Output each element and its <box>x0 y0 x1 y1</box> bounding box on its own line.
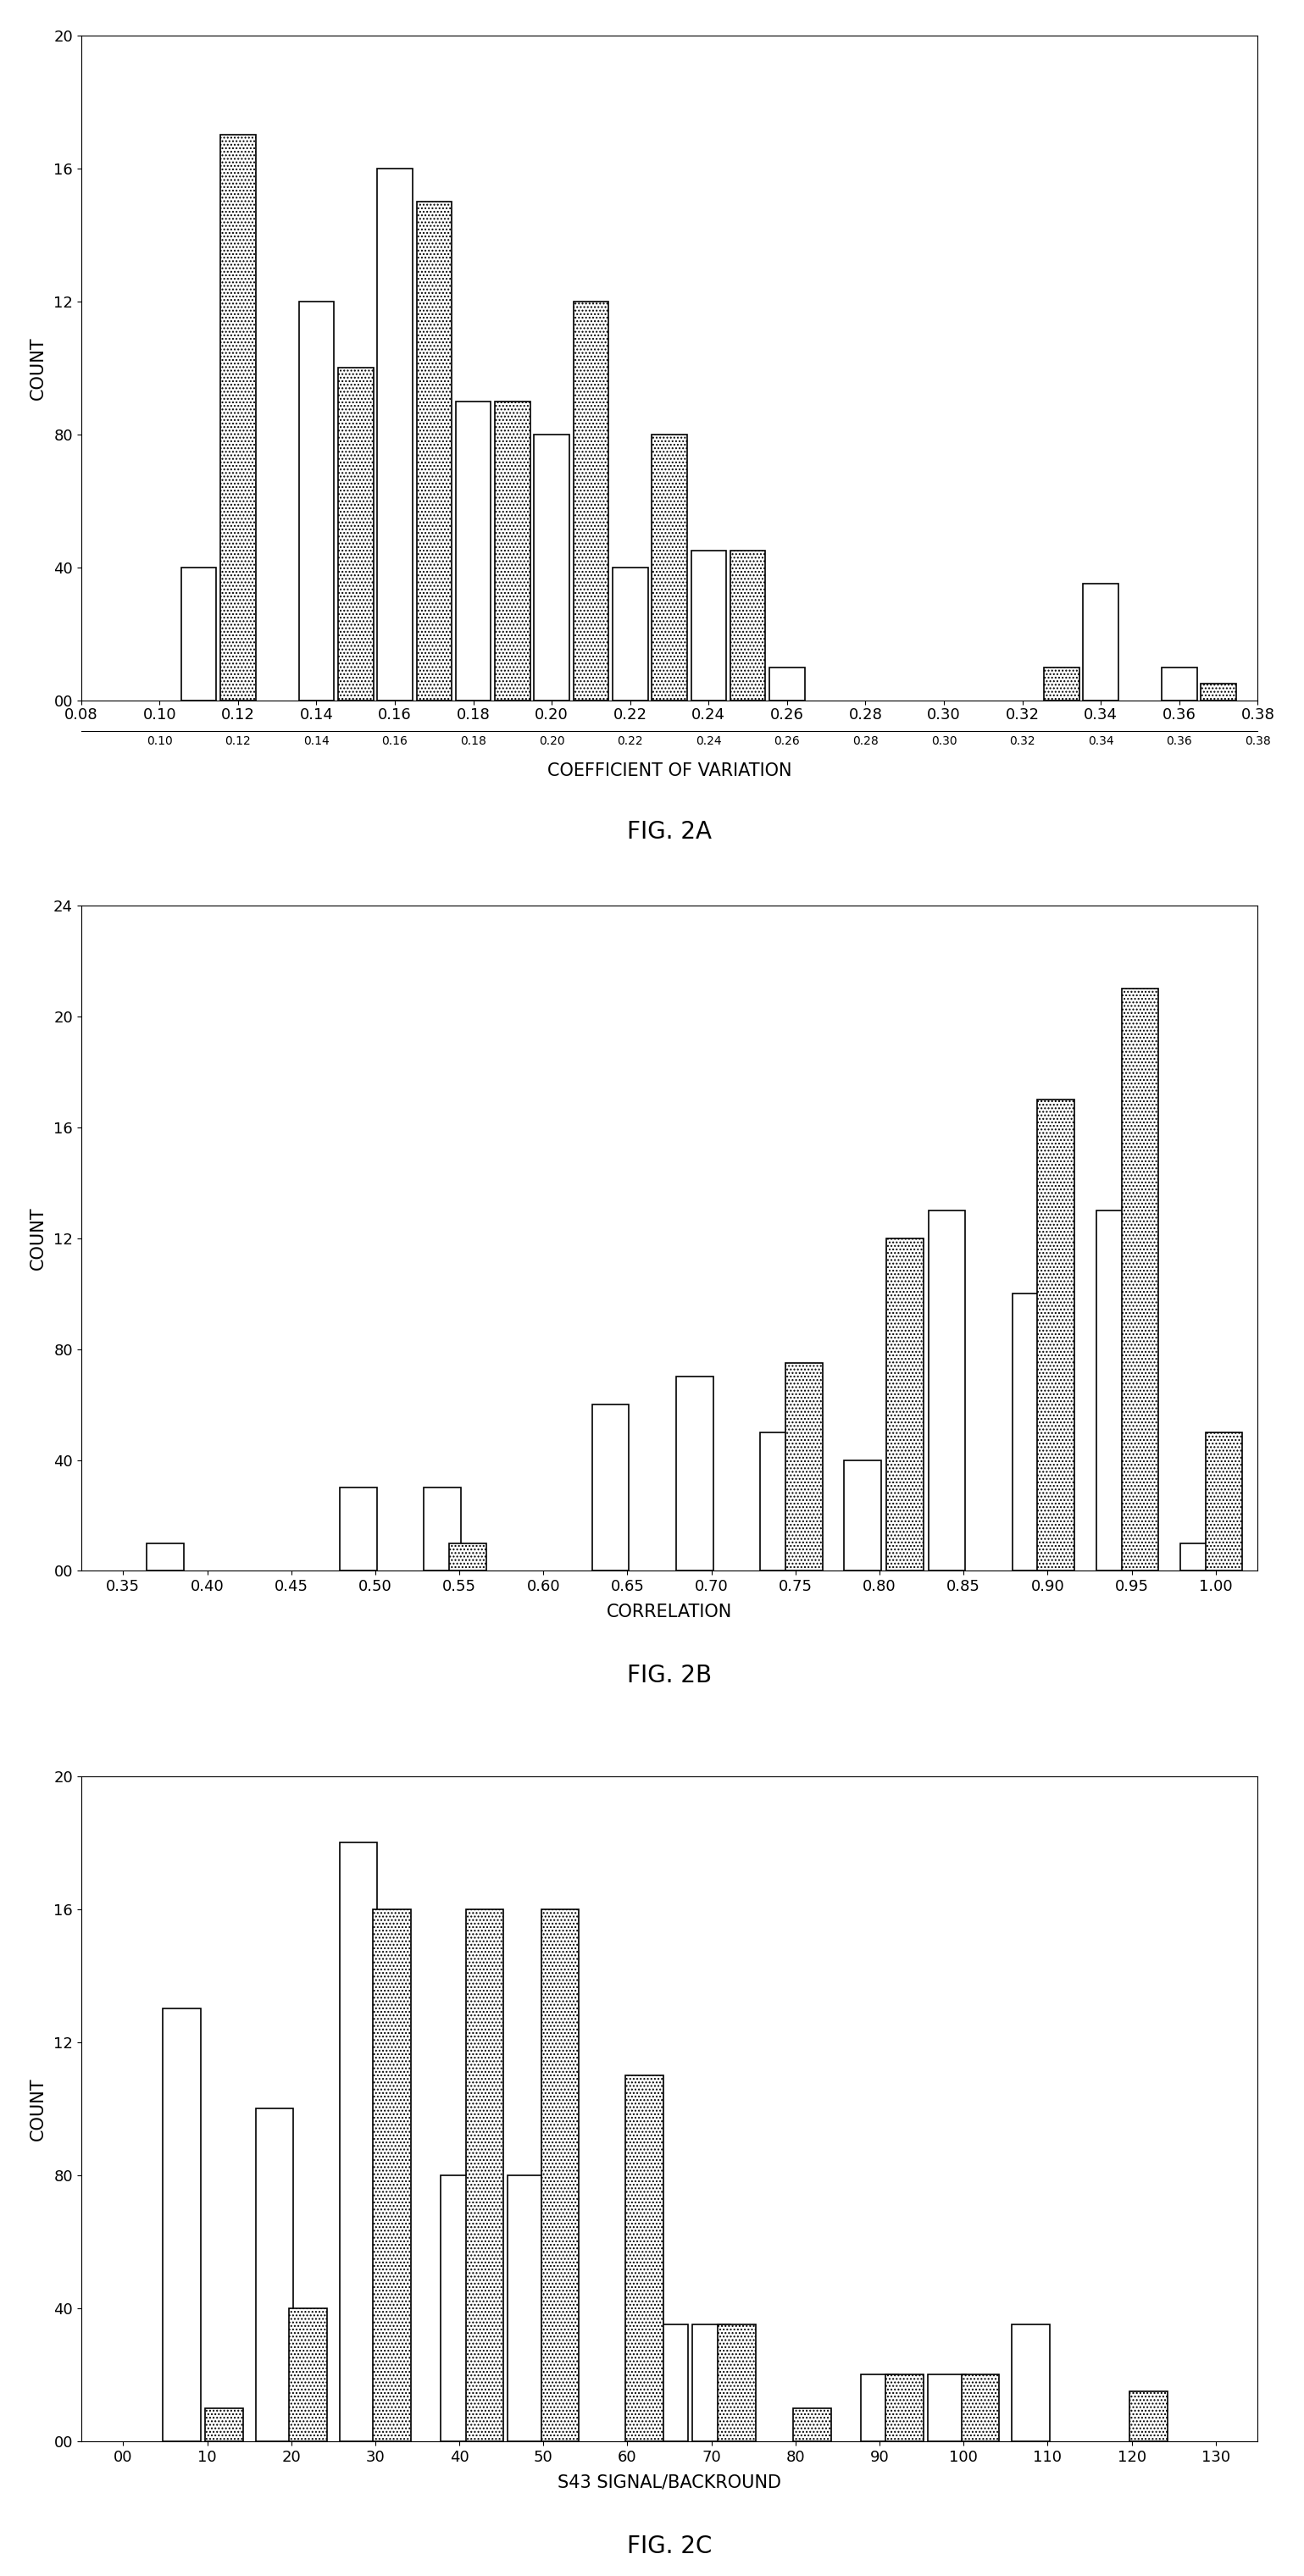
Bar <box>1180 1543 1218 1571</box>
Bar <box>450 1543 486 1571</box>
Y-axis label: COUNT: COUNT <box>30 2076 47 2141</box>
Bar <box>928 2375 966 2442</box>
Bar <box>455 402 492 701</box>
Bar <box>961 2375 999 2442</box>
Bar <box>1121 989 1158 1571</box>
Bar <box>885 2375 923 2442</box>
Y-axis label: COUNT: COUNT <box>30 337 47 399</box>
Bar <box>760 1432 797 1571</box>
Bar <box>496 402 531 701</box>
Bar <box>205 2409 243 2442</box>
Bar <box>1162 667 1197 701</box>
Bar <box>652 435 687 701</box>
Bar <box>1206 1432 1243 1571</box>
Bar <box>928 1211 965 1571</box>
Bar <box>730 551 765 701</box>
Bar <box>1097 1211 1133 1571</box>
Bar <box>377 167 412 701</box>
Bar <box>507 2174 545 2442</box>
Bar <box>339 1842 377 2442</box>
Text: FIG. 2B: FIG. 2B <box>627 1664 712 1687</box>
Bar <box>1038 1100 1074 1571</box>
Bar <box>1084 585 1119 701</box>
Bar <box>574 301 609 701</box>
X-axis label: CORRELATION: CORRELATION <box>606 1605 733 1620</box>
Bar <box>613 567 648 701</box>
Bar <box>785 1363 823 1571</box>
Bar <box>692 2324 730 2442</box>
Bar <box>769 667 805 701</box>
Bar <box>181 567 216 701</box>
Bar <box>416 201 451 701</box>
Bar <box>1012 1293 1050 1571</box>
Bar <box>424 1489 462 1571</box>
Bar <box>793 2409 831 2442</box>
Bar <box>844 1461 882 1571</box>
Bar <box>651 2324 689 2442</box>
Bar <box>717 2324 755 2442</box>
Bar <box>340 1489 377 1571</box>
Bar <box>887 1239 923 1571</box>
Bar <box>535 435 570 701</box>
X-axis label: COEFFICIENT OF VARIATION: COEFFICIENT OF VARIATION <box>548 762 792 778</box>
Bar <box>299 301 334 701</box>
Bar <box>441 2174 479 2442</box>
Bar <box>256 2110 293 2442</box>
Bar <box>220 134 256 701</box>
Bar <box>541 1909 579 2442</box>
Bar <box>677 1376 713 1571</box>
Bar <box>147 1543 184 1571</box>
Bar <box>592 1404 629 1571</box>
Bar <box>163 2009 201 2442</box>
Bar <box>373 1909 411 2442</box>
Bar <box>1012 2324 1050 2442</box>
Bar <box>338 368 373 701</box>
Bar <box>1045 667 1080 701</box>
X-axis label: S43 SIGNAL/BACKROUND: S43 SIGNAL/BACKROUND <box>558 2473 781 2491</box>
Bar <box>626 2076 664 2442</box>
Text: FIG. 2C: FIG. 2C <box>627 2535 712 2558</box>
Bar <box>691 551 726 701</box>
Text: FIG. 2A: FIG. 2A <box>627 819 712 845</box>
Bar <box>466 1909 503 2442</box>
Bar <box>1129 2391 1167 2442</box>
Y-axis label: COUNT: COUNT <box>30 1206 47 1270</box>
Bar <box>861 2375 898 2442</box>
Bar <box>1201 683 1236 701</box>
Bar <box>289 2308 327 2442</box>
